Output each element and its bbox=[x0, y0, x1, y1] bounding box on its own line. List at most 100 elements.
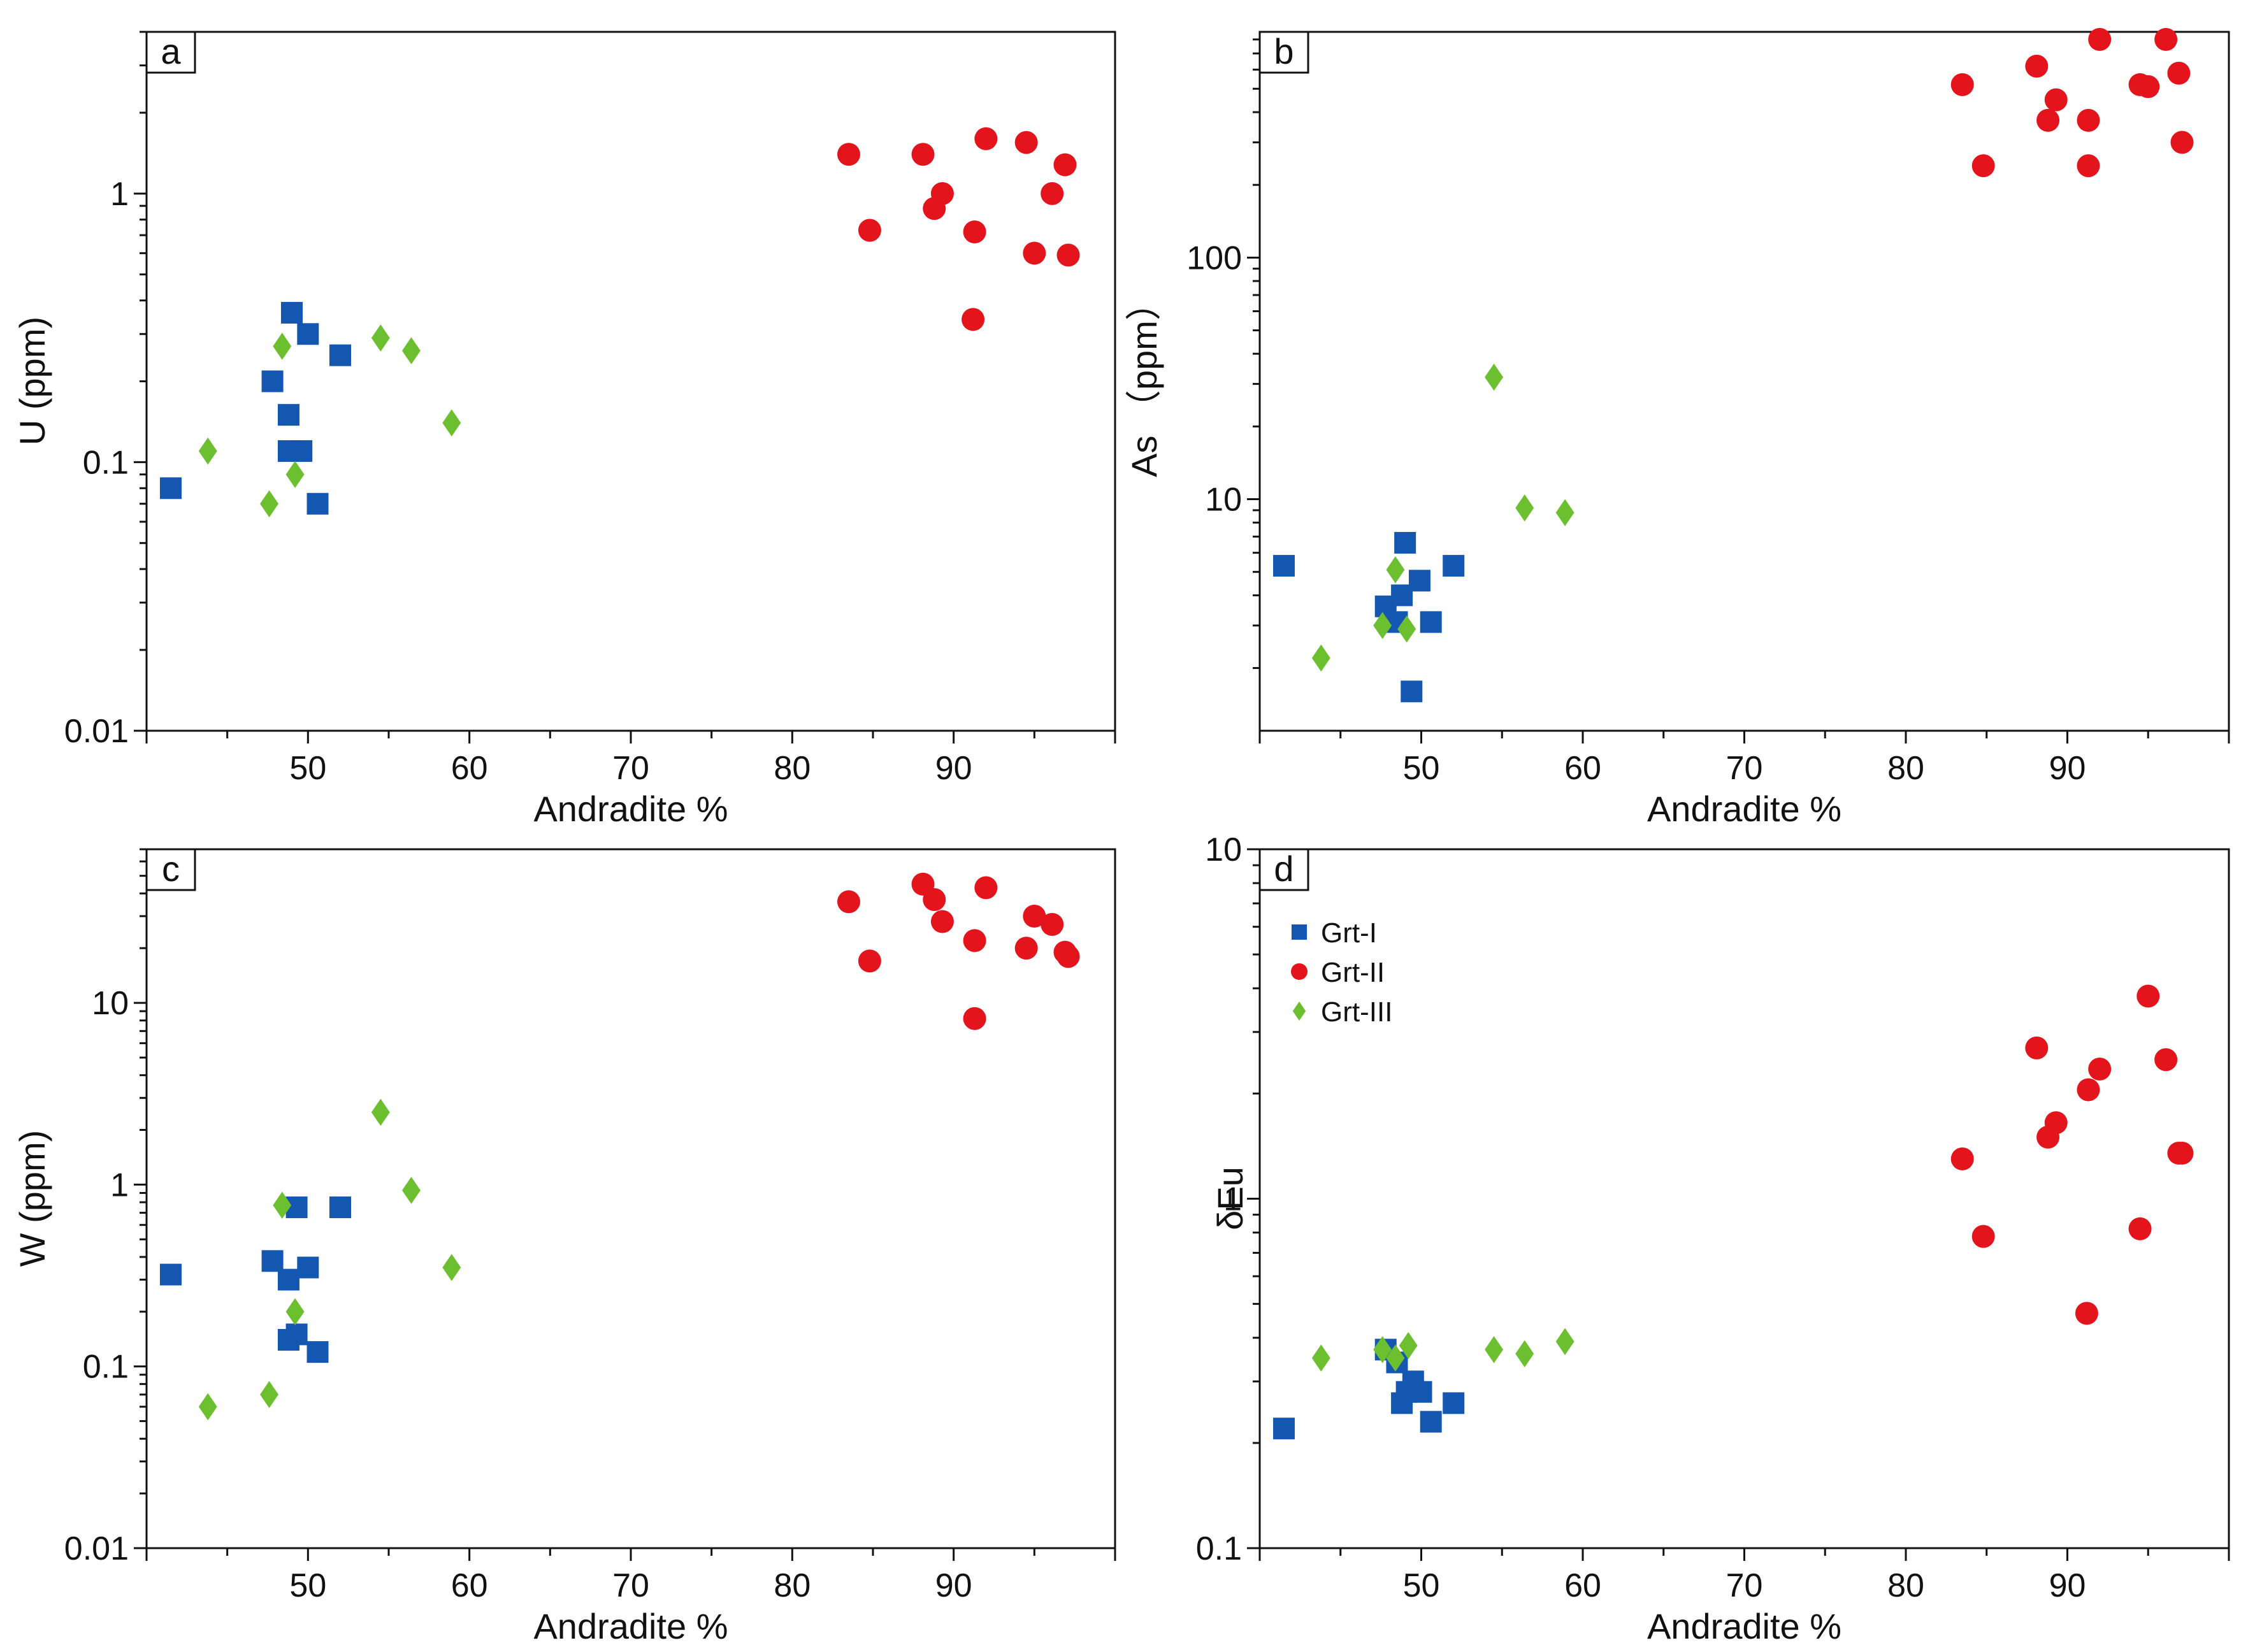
x-tick-label: 70 bbox=[612, 750, 649, 787]
data-point-grt-iii bbox=[1373, 1336, 1392, 1363]
data-point-grt-iii bbox=[402, 337, 421, 364]
data-point-grt-ii bbox=[2088, 1057, 2112, 1081]
panel-label: a bbox=[161, 31, 181, 71]
data-point-grt-iii bbox=[1311, 644, 1330, 672]
data-point-grt-ii bbox=[837, 890, 860, 914]
x-tick-label: 60 bbox=[1564, 1567, 1601, 1604]
data-point-grt-iii bbox=[1386, 556, 1405, 584]
data-point-grt-i bbox=[261, 1250, 284, 1272]
x-tick-label: 70 bbox=[1726, 1567, 1763, 1604]
panel-b: 50 60 70 80 90 10 100 Andradite % As （ppm） b bbox=[1124, 27, 2230, 829]
data-point-grt-iii bbox=[1399, 1332, 1418, 1360]
panel-label-box bbox=[145, 848, 196, 891]
panel-a: 50 60 70 80 90 0.01 0.1 1 Andradite % U (ppm) a bbox=[12, 31, 1116, 829]
data-point-grt-ii bbox=[858, 219, 881, 242]
data-point-grt-i bbox=[285, 1323, 308, 1346]
x-tick-label: 90 bbox=[2049, 750, 2086, 787]
x-tick-label: 80 bbox=[1887, 750, 1924, 787]
data-point-grt-ii bbox=[2088, 27, 2112, 51]
series-grt-i bbox=[1273, 531, 1465, 703]
data-point-grt-ii bbox=[1041, 913, 1064, 937]
data-point-grt-ii bbox=[1014, 937, 1038, 960]
data-point-grt-iii bbox=[1373, 612, 1392, 640]
x-tick-label: 50 bbox=[289, 750, 326, 787]
y-axis-title: As （ppm） bbox=[1124, 285, 1164, 477]
data-point-grt-ii bbox=[963, 929, 986, 952]
data-point-grt-iii bbox=[260, 490, 278, 517]
data-point-grt-iii bbox=[1515, 1340, 1534, 1368]
x-tick-label: 80 bbox=[774, 750, 811, 787]
data-point-grt-iii bbox=[273, 1191, 292, 1219]
y-tick-label: 0.1 bbox=[83, 444, 129, 481]
x-axis-title: Andradite % bbox=[1647, 1606, 1841, 1646]
x-axis-title: Andradite % bbox=[533, 1606, 728, 1646]
legend-marker-grt-iii bbox=[1292, 1002, 1306, 1021]
data-point-grt-ii bbox=[2128, 1217, 2152, 1240]
data-point-grt-ii bbox=[1950, 73, 1974, 96]
data-point-grt-ii bbox=[2170, 1142, 2194, 1165]
y-tick-label: 1 bbox=[110, 176, 129, 213]
data-point-grt-ii bbox=[2077, 154, 2100, 178]
data-point-grt-ii bbox=[1971, 1225, 1995, 1248]
data-point-grt-ii bbox=[1041, 182, 1064, 205]
data-point-grt-i bbox=[329, 344, 351, 366]
data-point-grt-ii bbox=[1023, 904, 1046, 928]
x-tick-label: 70 bbox=[612, 1567, 649, 1604]
data-point-grt-iii bbox=[402, 1177, 421, 1204]
y-tick-label: 1 bbox=[110, 1167, 129, 1203]
data-point-grt-iii bbox=[442, 1254, 461, 1281]
x-tick-label: 70 bbox=[1726, 750, 1763, 787]
plot-frame bbox=[145, 31, 1116, 732]
data-point-grt-ii bbox=[963, 1007, 986, 1030]
x-tick-label: 60 bbox=[451, 750, 488, 787]
data-point-grt-ii bbox=[974, 127, 998, 150]
data-point-grt-ii bbox=[2075, 1302, 2098, 1325]
legend-marker-grt-i bbox=[1292, 924, 1307, 940]
data-point-grt-iii bbox=[442, 409, 461, 437]
data-point-grt-i bbox=[281, 301, 303, 324]
data-point-grt-i bbox=[160, 1263, 182, 1286]
data-point-grt-ii bbox=[2170, 131, 2194, 154]
data-point-grt-iii bbox=[285, 1298, 305, 1326]
data-point-grt-iii bbox=[198, 437, 217, 465]
data-point-grt-ii bbox=[2025, 54, 2049, 78]
series-grt-ii bbox=[837, 127, 1080, 331]
data-point-grt-i bbox=[297, 1256, 319, 1279]
legend-marker-grt-ii bbox=[1291, 963, 1308, 980]
plot-frame bbox=[1258, 848, 2230, 1549]
data-point-grt-ii bbox=[1053, 153, 1077, 176]
x-tick-label: 90 bbox=[935, 1567, 972, 1604]
data-point-grt-iii bbox=[1555, 1328, 1574, 1356]
data-point-grt-ii bbox=[2044, 88, 2068, 111]
series-grt-ii bbox=[1950, 984, 2194, 1325]
y-tick-label: 10 bbox=[1205, 482, 1242, 519]
data-point-grt-ii bbox=[974, 876, 998, 900]
data-point-grt-iii bbox=[260, 1381, 278, 1409]
data-point-grt-i bbox=[277, 1268, 299, 1291]
data-point-grt-i bbox=[261, 370, 284, 392]
data-point-grt-ii bbox=[1056, 243, 1080, 267]
x-tick-label: 80 bbox=[1887, 1567, 1924, 1604]
series-grt-i bbox=[160, 1196, 351, 1363]
series-grt-iii bbox=[198, 324, 461, 517]
data-point-grt-ii bbox=[962, 308, 985, 331]
data-point-grt-ii bbox=[2044, 1111, 2068, 1135]
data-point-grt-ii bbox=[858, 949, 881, 973]
panel-label: b bbox=[1274, 31, 1293, 71]
series-grt-i bbox=[1273, 1339, 1465, 1440]
data-point-grt-i bbox=[1273, 555, 1295, 577]
y-tick-label: 10 bbox=[92, 985, 129, 1022]
data-point-grt-iii bbox=[1485, 363, 1504, 391]
panel-label-box bbox=[1258, 848, 1309, 891]
panel-label-box bbox=[1258, 31, 1309, 74]
series-grt-iii bbox=[1311, 1328, 1574, 1372]
data-point-grt-i bbox=[1443, 1392, 1465, 1414]
data-point-grt-iii bbox=[1311, 1344, 1330, 1372]
x-tick-label: 60 bbox=[1564, 750, 1601, 787]
panel-label: c bbox=[162, 849, 180, 889]
data-point-grt-ii bbox=[2036, 108, 2060, 132]
x-tick-label: 50 bbox=[1403, 1567, 1440, 1604]
data-point-grt-ii bbox=[963, 220, 986, 243]
series-grt-iii bbox=[198, 1098, 461, 1421]
legend-label-grt-iii: Grt-III bbox=[1321, 996, 1392, 1028]
